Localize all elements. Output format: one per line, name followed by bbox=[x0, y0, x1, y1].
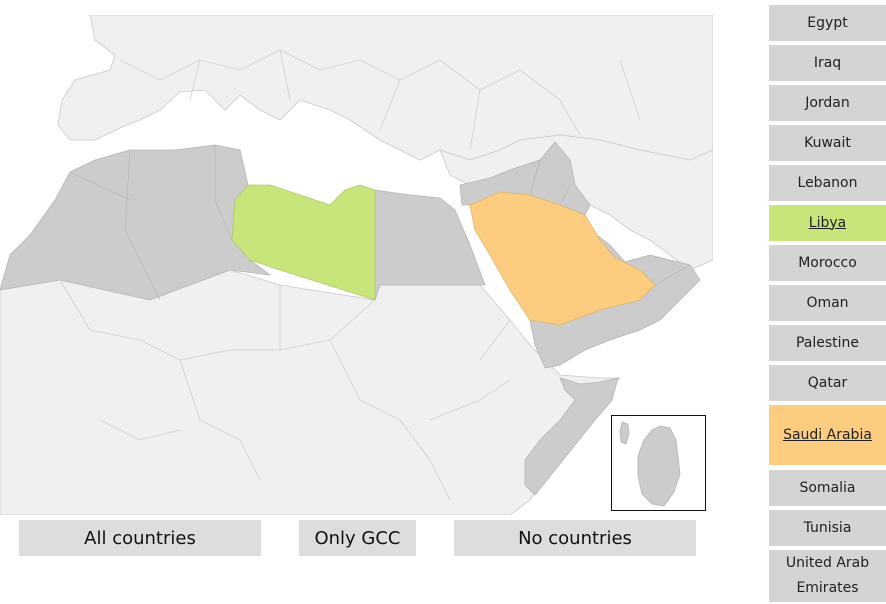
land-somalia bbox=[524, 377, 619, 496]
country-label: Jordan bbox=[805, 94, 850, 111]
no-countries-button[interactable]: No countries bbox=[454, 520, 696, 556]
country-item-egypt[interactable]: Egypt bbox=[769, 5, 886, 41]
map-svg[interactable] bbox=[0, 15, 713, 515]
inset-island-small bbox=[619, 421, 630, 445]
country-item-morocco[interactable]: Morocco bbox=[769, 245, 886, 281]
country-label: Somalia bbox=[799, 479, 856, 496]
inset-island-large bbox=[637, 425, 681, 507]
map-area[interactable] bbox=[0, 15, 713, 515]
country-item-tunisia[interactable]: Tunisia bbox=[769, 510, 886, 546]
country-item-oman[interactable]: Oman bbox=[769, 285, 886, 321]
inset-map-svg bbox=[619, 421, 681, 507]
country-label: Lebanon bbox=[797, 174, 858, 191]
country-item-saudi-arabia[interactable]: Saudi Arabia bbox=[769, 405, 886, 465]
country-label: Libya bbox=[808, 214, 847, 231]
country-item-jordan[interactable]: Jordan bbox=[769, 85, 886, 121]
country-item-qatar[interactable]: Qatar bbox=[769, 365, 886, 401]
borders-africa bbox=[59, 279, 511, 501]
country-item-libya[interactable]: Libya bbox=[769, 205, 886, 241]
borders-arab bbox=[69, 145, 691, 301]
land-europe bbox=[57, 15, 713, 161]
country-label: Iraq bbox=[813, 54, 842, 71]
country-list: Egypt Iraq Jordan Kuwait Lebanon Libya Morocco… bbox=[769, 0, 886, 604]
inset-map-frame bbox=[611, 415, 706, 511]
all-countries-button[interactable]: All countries bbox=[19, 520, 261, 556]
country-item-somalia[interactable]: Somalia bbox=[769, 470, 886, 506]
country-label: Morocco bbox=[798, 254, 857, 271]
country-label: Kuwait bbox=[804, 134, 851, 151]
country-label: Tunisia bbox=[803, 519, 852, 536]
land-maghreb bbox=[0, 144, 272, 301]
country-label: Oman bbox=[806, 294, 849, 311]
country-label: United Arab Emirates bbox=[785, 555, 870, 596]
country-label: Qatar bbox=[807, 374, 848, 391]
country-item-palestine[interactable]: Palestine bbox=[769, 325, 886, 361]
country-item-iraq[interactable]: Iraq bbox=[769, 45, 886, 81]
country-label: Palestine bbox=[795, 334, 860, 351]
country-item-united-arab-emirates[interactable]: United Arab Emirates bbox=[769, 550, 886, 602]
land-egypt bbox=[374, 189, 486, 301]
country-item-kuwait[interactable]: Kuwait bbox=[769, 125, 886, 161]
country-label: Saudi Arabia bbox=[783, 426, 872, 443]
country-item-lebanon[interactable]: Lebanon bbox=[769, 165, 886, 201]
borders-europe bbox=[119, 49, 641, 151]
only-gcc-button[interactable]: Only GCC bbox=[299, 520, 416, 556]
country-label: Egypt bbox=[807, 14, 848, 31]
